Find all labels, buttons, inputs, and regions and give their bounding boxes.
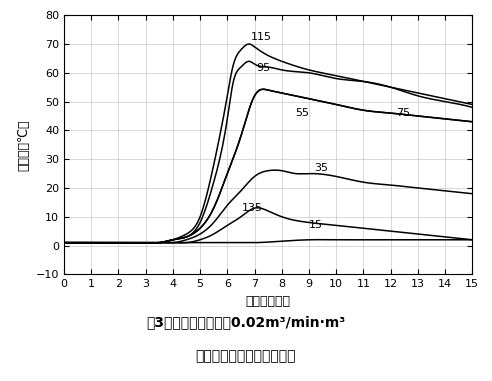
Text: 55: 55 <box>295 108 309 118</box>
Text: の条件での材料温度の推移: の条件での材料温度の推移 <box>196 349 296 363</box>
Text: 15: 15 <box>309 220 323 231</box>
Text: 135: 135 <box>242 203 263 213</box>
Text: 115: 115 <box>250 32 272 42</box>
Text: 35: 35 <box>314 163 329 173</box>
X-axis label: 日　数（日）: 日 数（日） <box>246 295 291 308</box>
Text: 図3　無加熱・通気量0.02m³/min·m³: 図3 無加熱・通気量0.02m³/min·m³ <box>147 315 345 329</box>
Text: 75: 75 <box>396 108 410 118</box>
Text: 95: 95 <box>256 64 270 74</box>
Y-axis label: 温　度（℃）: 温 度（℃） <box>17 119 30 171</box>
